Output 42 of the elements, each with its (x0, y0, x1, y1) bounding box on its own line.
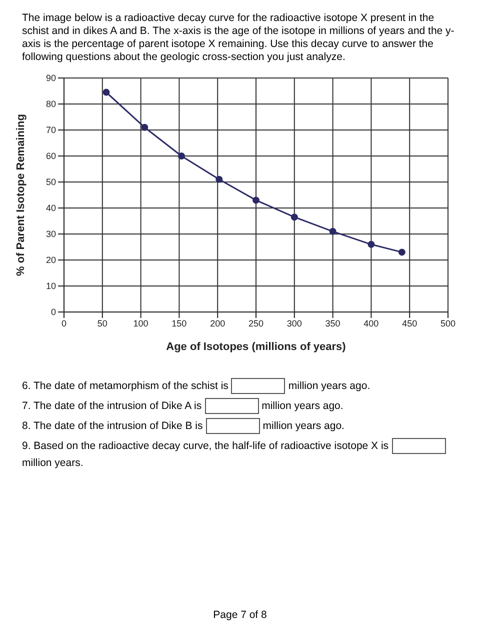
text: 9. Based on the radioactive decay curve, the half-life of radioactive isotope X is (22, 440, 389, 452)
point (368, 240, 375, 248)
point (141, 124, 148, 131)
x-axis-title: Age of Isotopes (millions of years) (166, 341, 346, 353)
point (178, 152, 186, 160)
text: million years ago. (262, 400, 344, 412)
x-tick-label: 200 (210, 318, 226, 328)
y-tick-label: 20 (46, 255, 56, 266)
text: million years ago. (262, 420, 344, 432)
text: 7. The date of the intrusion of Dike A is (22, 400, 202, 412)
point (102, 88, 110, 96)
x-tick-label: 50 (97, 318, 108, 328)
y-tick-label: 50 (46, 177, 56, 188)
point (398, 248, 406, 256)
x-tick-label: 300 (286, 318, 302, 328)
y-tick-label: 90 (46, 73, 56, 84)
y-tick-label: 80 (46, 99, 56, 110)
text: million years. (22, 457, 84, 469)
x-tick-label: 150 (172, 318, 187, 328)
x-tick-label: 500 (440, 318, 456, 328)
y-tick-label: 70 (46, 125, 56, 136)
y-tick-label: 0 (50, 307, 56, 318)
y-tick-label: 60 (46, 151, 56, 162)
x-tick-label: 0 (61, 318, 67, 328)
x-tick-label: 250 (248, 318, 264, 328)
y-axis-title: % of Parent Isotope Remaining (14, 114, 27, 276)
point (216, 176, 223, 183)
text: 6. The date of metamorphism of the schist is (22, 380, 228, 392)
x-tick-label: 100 (133, 318, 148, 328)
x-tick-label: 400 (364, 318, 379, 328)
chart-title: The image below is a radioactive decay curve for the radioactive isotope X present in the schist and in dikes A and B. The x-axis is the age of the isotope in millions of years and the y-axis is the percentage of parent isotope X remaining. Use this decay curve to answer the following questions about the geologic cross-section you just analyze. (21, 11, 456, 65)
text: 8. The date of the intrusion of Dike B is (22, 420, 203, 432)
text: Page 7 of 8 (212, 609, 268, 621)
point (290, 214, 298, 221)
text: million years ago. (288, 380, 370, 392)
x-tick-label: 450 (402, 318, 418, 328)
y-tick-label: 40 (46, 203, 56, 214)
x-tick-label: 350 (325, 318, 340, 328)
y-tick-label: 10 (46, 281, 56, 292)
y-tick-label: 30 (46, 229, 56, 240)
point (329, 228, 336, 235)
point (252, 196, 260, 204)
